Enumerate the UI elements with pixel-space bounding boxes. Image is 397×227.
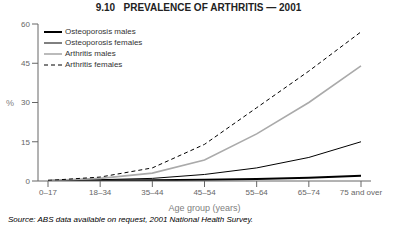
svg-text:65–74: 65–74 — [298, 188, 321, 197]
svg-text:45: 45 — [21, 59, 30, 68]
svg-text:30: 30 — [21, 98, 30, 107]
html-text:Osteoporosis females: Osteoporosis females — [65, 38, 143, 47]
svg-text:55–64: 55–64 — [246, 188, 269, 197]
svg-text:0–17: 0–17 — [39, 188, 57, 197]
html-text:Source: ABS data available on: Source: ABS data available on request, 2… — [8, 215, 253, 224]
svg-text:45–54: 45–54 — [193, 188, 216, 197]
svg-text:0: 0 — [26, 177, 31, 186]
html-text:9.10 PREVALENCE OF ARTHRITIS —: 9.10 PREVALENCE OF ARTHRITIS — 2001 — [95, 2, 302, 13]
svg-text:75 and over: 75 and over — [340, 188, 383, 197]
svg-text:35–44: 35–44 — [141, 188, 164, 197]
svg-text:%: % — [8, 98, 14, 108]
svg-text:18–34: 18–34 — [89, 188, 112, 197]
html-text:Arthritis females: Arthritis females — [65, 60, 123, 69]
html-text:Osteoporosis males: Osteoporosis males — [65, 27, 136, 36]
svg-text:Age group (years): Age group (years) — [168, 203, 240, 213]
html-text:Arthritis males: Arthritis males — [65, 49, 116, 58]
svg-text:60: 60 — [21, 20, 30, 29]
svg-text:15: 15 — [21, 138, 30, 147]
